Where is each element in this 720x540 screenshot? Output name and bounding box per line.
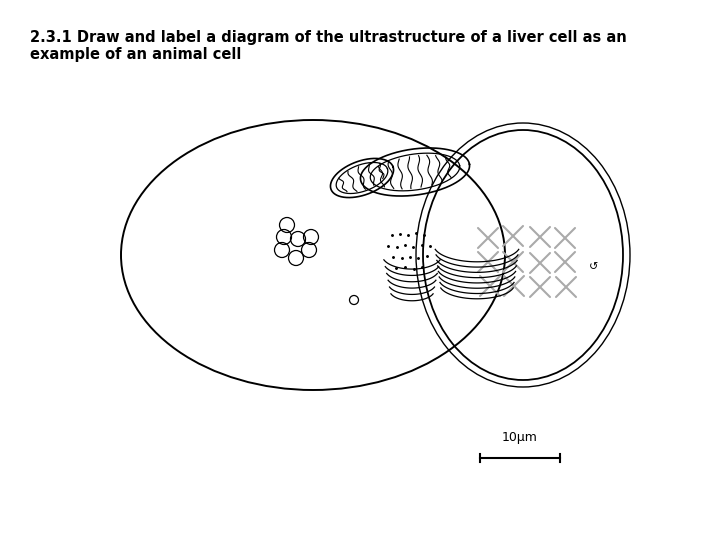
Text: example of an animal cell: example of an animal cell	[30, 47, 241, 62]
Text: 10μm: 10μm	[502, 431, 538, 444]
Text: ↺: ↺	[589, 262, 599, 272]
Text: 2.3.1 Draw and label a diagram of the ultrastructure of a liver cell as an: 2.3.1 Draw and label a diagram of the ul…	[30, 30, 626, 45]
